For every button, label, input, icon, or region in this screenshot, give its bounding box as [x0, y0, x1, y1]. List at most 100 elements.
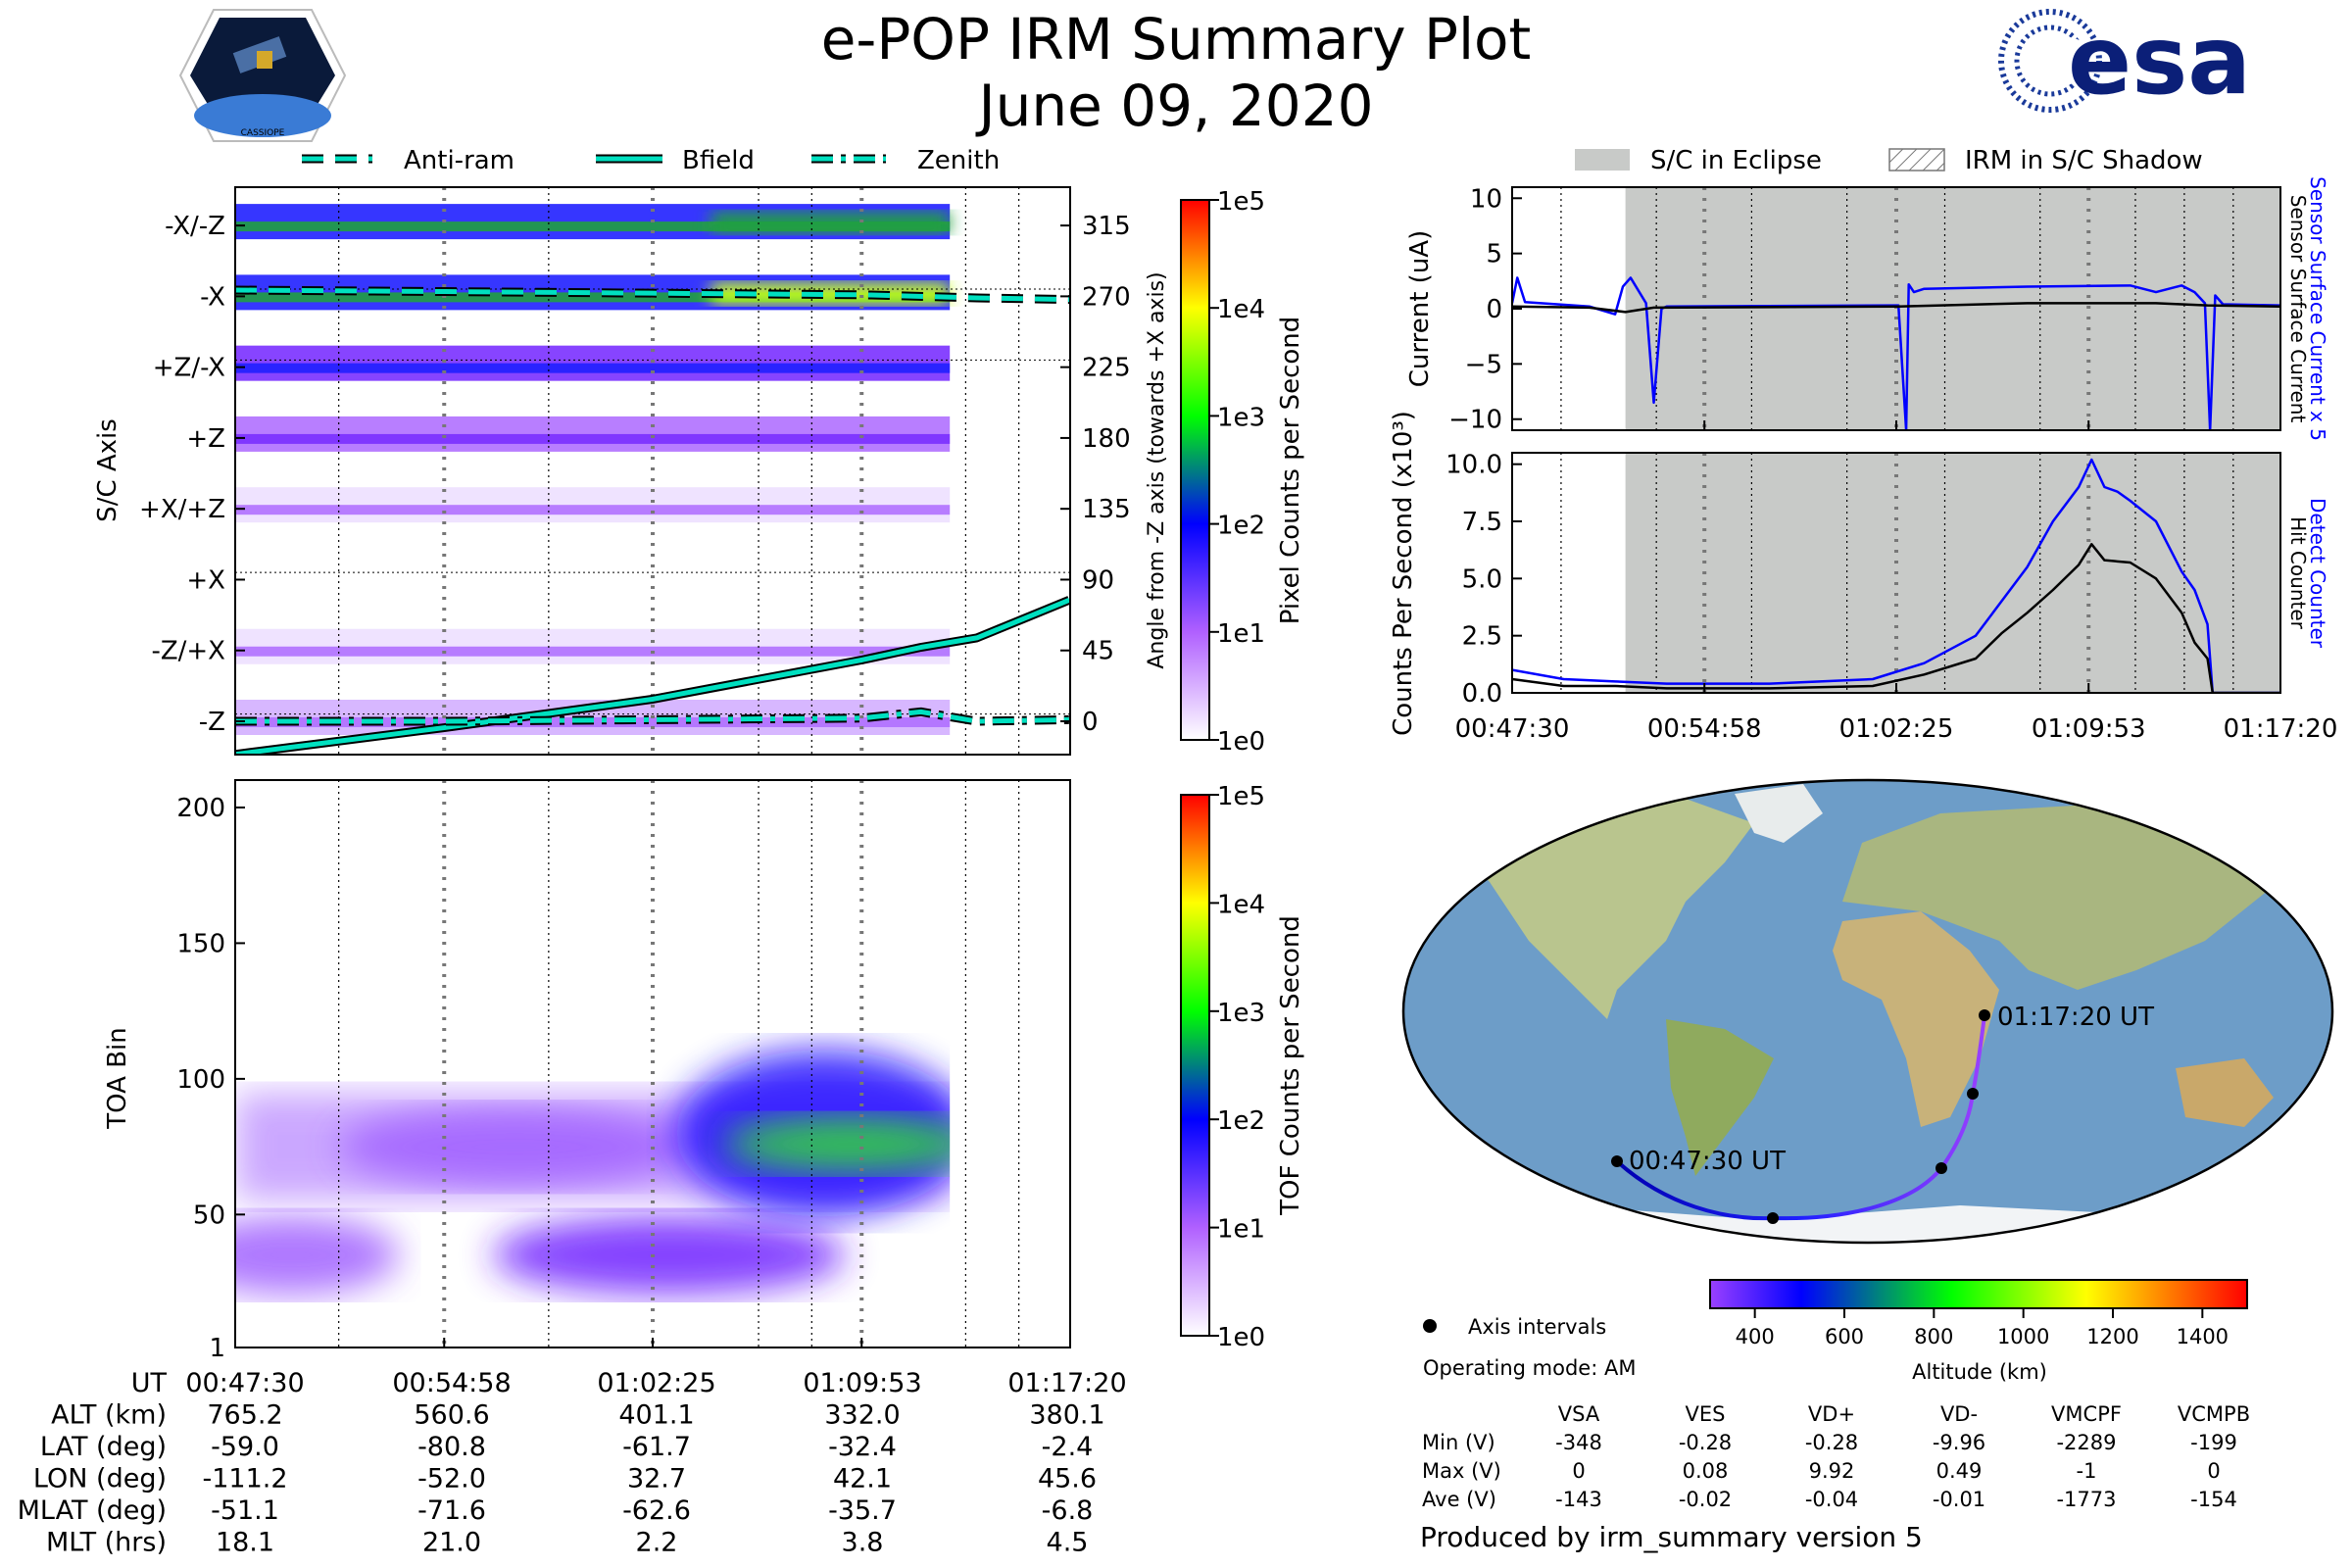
voltage-value: -143	[1555, 1488, 1602, 1511]
south-america	[1666, 1019, 1774, 1176]
ephemeris-value: -52.0	[417, 1464, 486, 1494]
colorbar-tick-label: 1e1	[1217, 1215, 1265, 1245]
africa	[1833, 911, 1999, 1127]
voltage-table: VSA VES VD+ VD- VMCPF VCMPB Min (V) -348 -0.28 -0…	[1422, 1402, 2250, 1511]
ephemeris-value: -6.8	[1042, 1495, 1094, 1526]
toa-heatmap	[235, 780, 1070, 1348]
series-anti-ram	[235, 287, 1070, 303]
y-tick-label-right: 270	[1082, 282, 1131, 312]
operating-mode: Operating mode: AM	[1423, 1356, 1636, 1380]
ephemeris-value: -61.7	[622, 1432, 691, 1462]
colorbar-tick-label: 800	[1914, 1325, 1953, 1348]
ephemeris-row-label: UT	[131, 1368, 168, 1398]
voltage-header: VSA	[1558, 1402, 1600, 1426]
heatmap-band-core	[235, 363, 951, 373]
ephemeris-value: 560.6	[414, 1400, 489, 1431]
colorbar-tick-label: 1e2	[1217, 512, 1265, 541]
voltage-value: 0	[2207, 1459, 2220, 1483]
colorbar-tick-label: 1e0	[1217, 1323, 1265, 1352]
y-tick-label: 2.5	[1462, 622, 1502, 652]
y-axis-label: Current (uA)	[1405, 230, 1435, 387]
no-data-region	[950, 780, 1070, 1348]
voltage-value: -348	[1555, 1431, 1602, 1454]
heatmap-band-core	[235, 221, 951, 232]
ephemeris-value: 4.5	[1047, 1528, 1089, 1558]
y-tick-label-right: 135	[1082, 495, 1131, 524]
y-label-right-black: Hit Counter	[2286, 516, 2310, 629]
y-label-right-blue: Detect Counter	[2306, 498, 2329, 649]
voltage-row-label: Max (V)	[1422, 1459, 1501, 1483]
y-tick-label-right: 0	[1082, 708, 1099, 737]
esa-logo-text: esa	[2068, 6, 2251, 116]
ephemeris-value: 45.6	[1038, 1464, 1097, 1494]
orbit-track	[1615, 1014, 1986, 1221]
legend-eclipse: S/C in Eclipse IRM in S/C Shadow	[1575, 146, 2203, 175]
ephemeris-row-label: MLAT (deg)	[18, 1495, 167, 1526]
ephemeris-value: 01:02:25	[597, 1368, 715, 1398]
ephemeris-value: -32.4	[828, 1432, 897, 1462]
y-axis-label-right: Angle from -Z axis (towards +X axis)	[1145, 271, 1169, 668]
colorbar-tick-label: 600	[1825, 1325, 1864, 1348]
legend-shadow-label: IRM in S/C Shadow	[1965, 146, 2203, 175]
toa-blob	[235, 1215, 400, 1295]
y-tick-label: 50	[193, 1200, 225, 1230]
counts-series	[1512, 543, 2280, 693]
voltage-value: -0.28	[1679, 1431, 1732, 1454]
ephemeris-value: 01:09:53	[803, 1368, 921, 1398]
axis-intervals-legend: Axis intervals	[1468, 1315, 1606, 1339]
voltage-value: 0	[1572, 1459, 1585, 1483]
legend-anti-ram: Anti-ram	[404, 146, 514, 175]
y-tick-label: 5	[1486, 240, 1502, 270]
colorbar-tick-label: 400	[1736, 1325, 1775, 1348]
x-tick-label: 00:54:58	[1647, 714, 1762, 744]
ephemeris-value: -62.6	[622, 1495, 691, 1526]
ephemeris-value: -35.7	[828, 1495, 897, 1526]
ephemeris-value: 00:47:30	[185, 1368, 304, 1398]
track-point	[1936, 1162, 1947, 1174]
legend-bfield: Bfield	[682, 146, 755, 175]
orbit-map: 00:47:30 UT 01:17:20 UT	[1401, 778, 2334, 1245]
y-tick-label-left: +Z/-X	[153, 354, 225, 383]
voltage-value: -0.01	[1933, 1488, 1985, 1511]
voltage-value: -199	[2190, 1431, 2237, 1454]
heatmap-band-core	[235, 646, 951, 657]
ephemeris-table: UT 00:47:30 00:54:58 01:02:25 01:09:53 01:17:…	[18, 1368, 1127, 1558]
eurasia	[1842, 804, 2303, 990]
voltage-row-label: Ave (V)	[1422, 1488, 1496, 1511]
y-tick-label: 7.5	[1462, 508, 1502, 537]
ephemeris-value: 21.0	[422, 1528, 481, 1558]
counts-plot	[1512, 453, 2280, 693]
heatmap-band-core	[235, 505, 951, 515]
ephemeris-value: -59.0	[211, 1432, 279, 1462]
y-axis-label: TOA Bin	[103, 1027, 132, 1129]
colorbar-tick-label: 1e3	[1217, 999, 1265, 1028]
y-tick-label-left: -X/-Z	[165, 212, 225, 241]
footer-credit: Produced by irm_summary version 5	[1420, 1521, 1923, 1553]
voltage-value: -0.02	[1679, 1488, 1732, 1511]
colorbar-tick-label: 1e1	[1217, 619, 1265, 649]
track-point	[1979, 1009, 1990, 1021]
voltage-header: VD-	[1940, 1402, 1978, 1426]
y-tick-label: 150	[176, 929, 225, 958]
cassiope-logo: CASSIOPE	[178, 9, 347, 142]
y-tick-label: 100	[176, 1065, 225, 1095]
y-tick-label-left: -X	[200, 282, 225, 312]
counts-series	[1512, 458, 2280, 693]
ephemeris-value: -51.1	[211, 1495, 279, 1526]
y-tick-label: −10	[1448, 406, 1502, 435]
sc-axis-heatmap	[235, 187, 1070, 755]
voltage-header: VD+	[1808, 1402, 1855, 1426]
y-tick-label-left: +X/+Z	[139, 495, 225, 524]
y-tick-label: 10	[1470, 184, 1502, 214]
voltage-value: -0.04	[1805, 1488, 1858, 1511]
voltage-value: 9.92	[1809, 1459, 1855, 1483]
axis-interval-marker-icon	[1423, 1319, 1437, 1333]
y-tick-label: 0.0	[1462, 679, 1502, 709]
y-tick-label-right: 90	[1082, 565, 1114, 595]
pixel-colorbar-label: Pixel Counts per Second	[1276, 317, 1305, 625]
y-axis-label: S/C Axis	[93, 418, 122, 522]
track-point	[1611, 1155, 1623, 1167]
page-title: e-POP IRM Summary Plot	[821, 6, 1532, 73]
ephemeris-row-label: MLT (hrs)	[46, 1528, 167, 1558]
legend-eclipse-label: S/C in Eclipse	[1650, 146, 1822, 175]
